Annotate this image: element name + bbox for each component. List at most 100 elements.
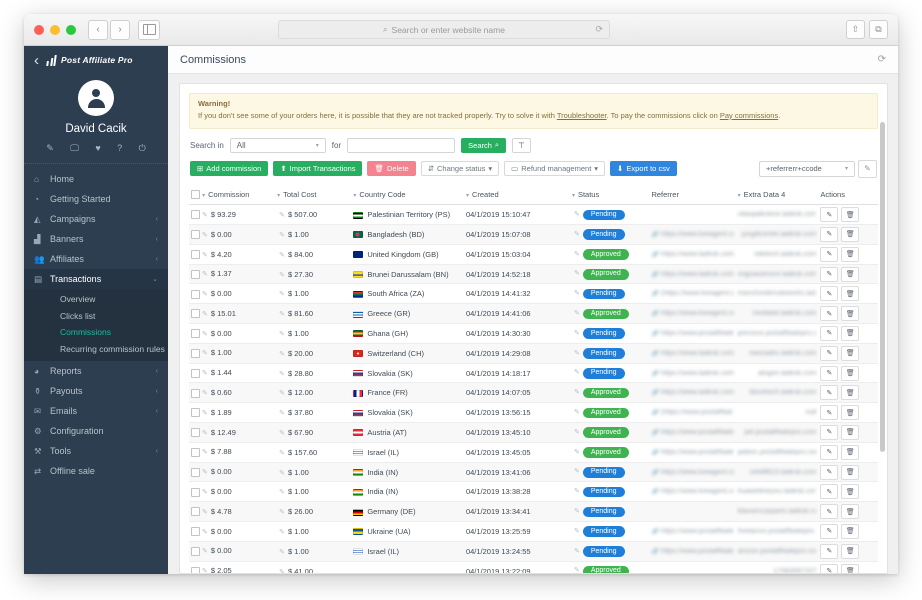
pencil-icon[interactable]: ✎	[279, 212, 285, 220]
collapse-sidebar-icon[interactable]: ‹	[34, 51, 39, 69]
pencil-icon[interactable]: ✎	[573, 389, 580, 397]
referrer-url[interactable]: 🔗 https://www.ladesk.com	[651, 349, 734, 357]
pencil-icon[interactable]: ✎	[202, 489, 208, 497]
pencil-icon[interactable]: ✎	[573, 409, 580, 417]
pencil-icon[interactable]: ✎	[573, 290, 580, 298]
referrer-url[interactable]: 🔗 https://www.postaffiliate	[651, 547, 734, 555]
referrer-url[interactable]: 🔗https://www.liveagent.com/	[651, 310, 733, 318]
pencil-icon[interactable]: ✎	[279, 291, 285, 299]
edit-row-button[interactable]: ✎	[820, 385, 839, 401]
edit-row-button[interactable]: ✎	[820, 325, 839, 341]
table-row[interactable]: ✎ $ 1.00 ✎ $ 20.00 Switzerland (CH) 04/1/2019…	[189, 343, 878, 364]
referrer-url[interactable]: 🔗 https://www.liveagent.co	[651, 488, 734, 496]
row-checkbox[interactable]	[191, 507, 200, 517]
sidebar-item-emails[interactable]: ✉ Emails ‹	[24, 401, 168, 421]
sidebar-item-commissions[interactable]: Commissions	[60, 327, 112, 338]
row-checkbox[interactable]	[191, 447, 200, 457]
delete-row-button[interactable]: 🗑	[841, 484, 860, 500]
table-row[interactable]: ✎ $ 1.89 ✎ $ 37.80 Slovakia (SK) 04/1/2019 13…	[189, 402, 878, 424]
row-checkbox[interactable]	[191, 408, 200, 418]
pencil-icon[interactable]: ✎	[202, 568, 208, 574]
sort-icon[interactable]: ▾	[277, 193, 281, 199]
delete-row-button[interactable]: 🗑	[841, 345, 860, 361]
pencil-icon[interactable]: ✎	[202, 469, 208, 477]
table-row[interactable]: ✎ $ 0.00 ✎ $ 1.00 Ghana (GH) 04/1/2019 14:30:…	[189, 323, 878, 344]
edit-row-button[interactable]: ✎	[820, 207, 839, 223]
search-button[interactable]: Search ⌕	[461, 137, 507, 153]
referrer-url[interactable]: 🔗 https://www.postaffiliate	[651, 329, 734, 337]
window-controls[interactable]	[34, 24, 76, 35]
delete-row-button[interactable]: 🗑	[841, 464, 860, 480]
pencil-icon[interactable]: ✎	[573, 547, 580, 555]
sort-icon[interactable]: ▾	[465, 193, 469, 199]
referrer-url[interactable]: 🔗https://www.liveagent.com/	[651, 230, 733, 238]
sidebar-item-campaigns[interactable]: ◭ Campaigns ‹	[24, 209, 168, 229]
delete-button[interactable]: 🗑 Delete	[367, 161, 416, 177]
pencil-icon[interactable]: ✎	[573, 250, 580, 258]
pencil-icon[interactable]: ✎	[279, 410, 285, 418]
pencil-icon[interactable]: ✎	[202, 409, 208, 417]
pencil-icon[interactable]: ✎	[202, 350, 208, 358]
pencil-icon[interactable]: ✎	[279, 311, 285, 319]
table-row[interactable]: ✎ $ 0.00 ✎ $ 1.00 Ukraine (UA) 04/1/2019 13:2…	[189, 521, 878, 542]
pencil-icon[interactable]: ✎	[279, 231, 285, 239]
row-checkbox[interactable]	[191, 289, 200, 299]
search-scope-select[interactable]: All ▾	[229, 137, 326, 153]
column-header-status[interactable]: ▾ Status	[569, 185, 650, 206]
change-status-button[interactable]: ⇵ Change status ▾	[420, 161, 500, 177]
row-checkbox[interactable]	[191, 487, 200, 497]
table-row[interactable]: ✎ $ 0.00 ✎ $ 1.00 India (IN) 04/1/2019 13:41:…	[189, 462, 878, 483]
column-header-created[interactable]: ▾ Created	[463, 185, 570, 206]
table-row[interactable]: ✎ $ 2.05 ✎ $ 41.00 04/1/2019 13:22:09 ✎ Approv…	[189, 561, 878, 574]
referrer-url[interactable]: 🔗(https://www.liveagent.com	[651, 290, 733, 298]
edit-row-button[interactable]: ✎	[820, 266, 839, 282]
delete-row-button[interactable]: 🗑	[841, 306, 860, 322]
nav-buttons[interactable]: ‹ ›	[88, 19, 130, 40]
sidebar-item-overview[interactable]: Overview	[60, 294, 96, 305]
delete-row-button[interactable]: 🗑	[841, 543, 860, 559]
row-checkbox[interactable]	[191, 368, 200, 378]
column-header-country-code[interactable]: ▾ Country Code	[351, 185, 464, 206]
desktop-icon[interactable]: 🖵	[70, 143, 79, 153]
pencil-icon[interactable]: ✎	[202, 231, 208, 239]
sidebar-toggle-icon[interactable]	[138, 19, 160, 40]
pencil-icon[interactable]: ✎	[202, 330, 208, 338]
delete-row-button[interactable]: 🗑	[841, 385, 860, 401]
pencil-icon[interactable]: ✎	[202, 449, 208, 457]
sidebar-item-home[interactable]: ⌂ Home	[24, 169, 168, 189]
sort-icon[interactable]: ▾	[353, 193, 357, 199]
delete-row-button[interactable]: 🗑	[841, 325, 860, 341]
referrer-url[interactable]: 🔗 https://www.liveagent.co	[651, 468, 734, 476]
table-row[interactable]: ✎ $ 0.00 ✎ $ 1.00 India (IN) 04/1/2019 13:38:…	[189, 481, 878, 503]
scrollbar-thumb[interactable]	[880, 122, 885, 452]
edit-row-button[interactable]: ✎	[820, 246, 839, 262]
pencil-icon[interactable]: ✎	[279, 271, 285, 279]
pencil-icon[interactable]: ✎	[202, 271, 208, 279]
minimize-window-button[interactable]	[50, 24, 60, 35]
column-header-commission[interactable]: ▾ Commission	[189, 185, 276, 206]
edit-row-button[interactable]: ✎	[820, 484, 839, 500]
pencil-icon[interactable]: ✎	[279, 568, 285, 574]
delete-row-button[interactable]: 🗑	[841, 523, 860, 539]
tabs-icon[interactable]: ⧉	[869, 20, 888, 39]
referrer-url[interactable]: 🔗 https://www.ladesk.com	[651, 270, 734, 278]
power-icon[interactable]: ⏻	[138, 143, 146, 153]
sidebar-item-offline-sale[interactable]: ⇄ Offline sale	[24, 461, 168, 481]
edit-row-button[interactable]: ✎	[820, 226, 839, 242]
maximize-window-button[interactable]	[66, 24, 76, 35]
pencil-icon[interactable]: ✎	[573, 369, 580, 377]
delete-row-button[interactable]: 🗑	[841, 365, 860, 381]
pencil-icon[interactable]: ✎	[202, 508, 208, 516]
delete-row-button[interactable]: 🗑	[841, 286, 860, 302]
table-row[interactable]: ✎ $ 0.00 ✎ $ 1.00 Bangladesh (BD) 04/1/2019 1…	[189, 224, 878, 245]
pencil-icon[interactable]: ✎	[573, 310, 580, 318]
sort-icon[interactable]: ▾	[737, 193, 741, 199]
help-icon[interactable]: ?	[117, 143, 123, 153]
sidebar-item-configuration[interactable]: ⚙ Configuration	[24, 421, 168, 441]
table-row[interactable]: ✎ $ 7.88 ✎ $ 157.60 Israel (IL) 04/1/2019 13:…	[189, 442, 878, 463]
referrer-url[interactable]: 🔗 https://www.ladesk.com	[651, 369, 734, 377]
pencil-icon[interactable]: ✎	[279, 390, 285, 398]
edit-row-button[interactable]: ✎	[820, 405, 839, 421]
table-row[interactable]: ✎ $ 0.00 ✎ $ 1.00 Israel (IL) 04/1/2019 13:24…	[189, 541, 878, 562]
filter-button[interactable]: ⊤	[512, 137, 531, 153]
